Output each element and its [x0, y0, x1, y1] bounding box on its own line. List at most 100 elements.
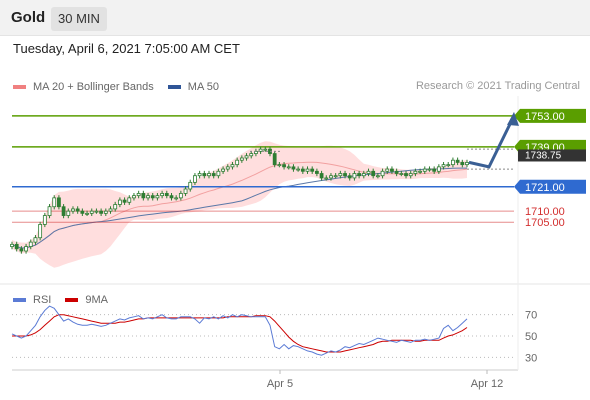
- candle-body: [371, 170, 376, 177]
- candle-body: [272, 153, 277, 166]
- candle-body: [150, 195, 155, 199]
- candle-body: [366, 170, 371, 174]
- candle-body: [333, 175, 338, 178]
- candle-body: [329, 175, 333, 179]
- candle-body: [296, 168, 301, 171]
- rsi-tick-label: 50: [525, 331, 537, 343]
- candle-body: [375, 175, 380, 178]
- legend-rsi-label: RSI: [33, 294, 52, 306]
- candle-body: [207, 173, 211, 177]
- candle-body: [24, 246, 28, 252]
- candle-body: [117, 199, 122, 205]
- candle-body: [427, 168, 432, 171]
- last-price-label: 1738.75: [525, 150, 562, 161]
- candle-body: [193, 175, 197, 183]
- candle-body: [394, 170, 399, 174]
- legend-ma20-label: MA 20 + Bollinger Bands: [33, 81, 154, 93]
- candle-body: [291, 166, 296, 170]
- candle-body: [343, 173, 347, 177]
- ma50-swatch: [167, 85, 181, 89]
- header-bar: Gold 30 MIN: [0, 0, 590, 36]
- candle-body: [178, 193, 183, 199]
- candle-body: [57, 197, 61, 208]
- candle-body: [10, 243, 14, 247]
- candle-body: [305, 168, 310, 172]
- ma50-line: [11, 167, 467, 249]
- candle-body: [108, 208, 113, 212]
- candle-body: [352, 173, 357, 179]
- ma9-line: [12, 314, 468, 353]
- candle-body: [52, 197, 57, 208]
- instrument-title: Gold: [11, 9, 46, 26]
- candle-body: [446, 164, 451, 167]
- candle-body: [314, 170, 319, 174]
- candle-body: [225, 166, 230, 170]
- level-tag-1721.00: [514, 179, 586, 194]
- candle-body: [319, 173, 324, 179]
- timeframe-button[interactable]: 30 MIN: [51, 7, 107, 31]
- candle-body: [85, 212, 89, 215]
- forecast-arrowhead: [507, 111, 519, 126]
- candle-body: [127, 197, 132, 203]
- candle-body: [160, 193, 165, 197]
- candle-body: [286, 166, 291, 169]
- rsi-tick-label: 70: [525, 310, 537, 322]
- x-tick-label: Apr 12: [471, 378, 503, 390]
- candle-body: [38, 224, 43, 239]
- candle-body: [19, 248, 24, 252]
- candle-body: [460, 162, 465, 166]
- ma20-swatch: [13, 85, 26, 89]
- candle-body: [103, 210, 108, 214]
- legend-ma50-label: MA 50: [187, 81, 219, 93]
- candle-body: [141, 193, 146, 199]
- candle-body: [47, 206, 52, 216]
- candle-body: [451, 159, 455, 166]
- candle-body: [42, 215, 47, 225]
- rsi-line: [11, 305, 468, 356]
- candle-body: [399, 173, 404, 175]
- level-tag-1753.00: [514, 108, 586, 123]
- candle-body: [211, 173, 216, 177]
- rsi-tick-label: 30: [525, 352, 537, 364]
- candle-body: [418, 170, 422, 173]
- candle-body: [263, 148, 268, 151]
- candle-body: [455, 159, 460, 163]
- candle-body: [300, 168, 305, 172]
- candle-body: [361, 173, 366, 177]
- candle-body: [390, 168, 394, 172]
- candle-body: [408, 173, 413, 177]
- candle-body: [80, 210, 85, 214]
- candle-body: [164, 193, 169, 197]
- candle-body: [94, 210, 99, 213]
- level-label-1710.00: 1710.00: [525, 206, 565, 218]
- rsi-legend: RSI 9MA: [13, 294, 108, 306]
- candle-body: [188, 181, 193, 190]
- candle-body: [221, 168, 225, 172]
- last-price-tag: [518, 149, 586, 162]
- timestamp: Tuesday, April 6, 2021 7:05:00 AM CET: [13, 41, 240, 56]
- candle-body: [239, 157, 244, 161]
- level-label-1753.00: 1753.00: [525, 111, 565, 123]
- ma9-swatch: [65, 298, 79, 302]
- candle-body: [122, 199, 127, 203]
- level-label-1705.00: 1705.00: [525, 217, 565, 229]
- candle-body: [89, 210, 94, 214]
- x-tick-label: Apr 5: [267, 378, 293, 390]
- candle-body: [202, 173, 207, 177]
- candle-body: [282, 164, 286, 168]
- candle-body: [132, 195, 136, 199]
- candle-body: [75, 208, 80, 212]
- candle-body: [413, 170, 418, 174]
- candle-body: [235, 159, 240, 166]
- candle-body: [357, 173, 362, 177]
- forecast-arrow: [468, 115, 516, 169]
- candle-body: [422, 168, 427, 172]
- candle-body: [99, 210, 104, 214]
- candle-body: [465, 162, 469, 166]
- candle-body: [244, 155, 249, 159]
- candle-body: [385, 168, 390, 172]
- candle-body: [404, 173, 408, 177]
- candle-body: [197, 173, 202, 177]
